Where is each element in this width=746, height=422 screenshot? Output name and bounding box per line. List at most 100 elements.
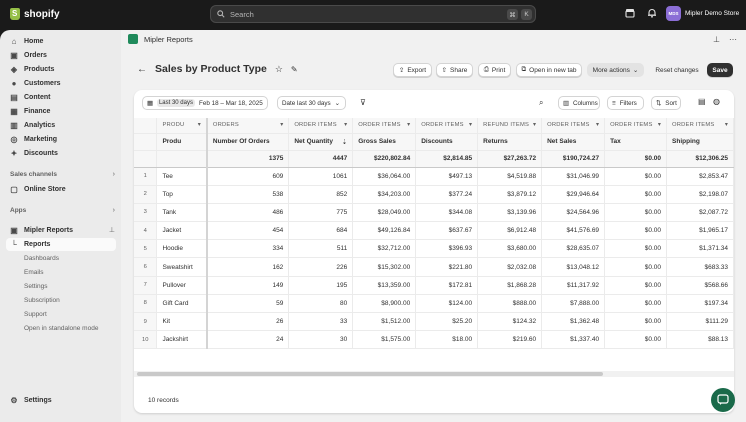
chevron-right-icon[interactable]: ›: [112, 207, 115, 214]
column-header[interactable]: Discounts: [415, 133, 479, 151]
edit-icon[interactable]: ✎: [290, 64, 298, 74]
table-cell: $13,359.00: [352, 276, 417, 295]
save-button[interactable]: Save: [707, 63, 733, 77]
apps-heading[interactable]: Apps: [10, 207, 27, 214]
sidebar-item-analytics[interactable]: ▥ Analytics: [6, 119, 116, 132]
sidebar-item-standalone[interactable]: Open in standalone mode: [24, 325, 99, 332]
sidebar-item-dashboards[interactable]: Dashboards: [24, 255, 60, 262]
search-bar[interactable]: Search ⌘ K: [210, 5, 536, 23]
dropdown-icon[interactable]: ▾: [407, 122, 411, 129]
star-icon[interactable]: ☆: [274, 63, 283, 74]
sidebar-item-online-store[interactable]: ▢ Online Store: [6, 183, 116, 196]
sidebar-item-support[interactable]: Support: [24, 311, 47, 318]
table-row[interactable]: 4 Jacket 454 684 $49,126.84 $637.67 $6,912.48 $…: [134, 221, 734, 241]
table-row[interactable]: 8 Gift Card 59 80 $8,900.00 $124.00 $888.00 $7,…: [134, 294, 734, 314]
group-header[interactable]: ORDER ITEMS ▾: [288, 118, 354, 134]
group-header[interactable]: ORDER ITEMS ▾: [541, 118, 606, 134]
bell-icon[interactable]: [647, 8, 657, 18]
sidebar-item-subscription[interactable]: Subscription: [24, 297, 60, 304]
dropdown-icon[interactable]: ▾: [197, 122, 201, 129]
open-new-tab-button[interactable]: ⧉ Open in new tab: [516, 63, 582, 77]
table-cell: 226: [288, 257, 354, 277]
chat-button[interactable]: [711, 388, 735, 412]
export-button[interactable]: ⇪ Export: [393, 63, 432, 77]
date-filter[interactable]: Date last 30 days ⌄: [277, 96, 346, 110]
sidebar-item-discounts[interactable]: ✦ Discounts: [6, 147, 116, 160]
store-menu-button[interactable]: MDS Mipler Demo Store: [666, 6, 739, 21]
table-row[interactable]: 6 Sweatshirt 162 226 $15,302.00 $221.80 $2,032…: [134, 257, 734, 277]
dropdown-icon[interactable]: ▾: [280, 122, 284, 129]
search-icon[interactable]: ⌕: [539, 98, 544, 107]
date-range-picker[interactable]: ▦ Last 30 days Feb 18 – Mar 18, 2025: [142, 96, 268, 110]
table-cell: $31,046.99: [541, 167, 606, 186]
table-cell: $221.80: [415, 257, 479, 277]
horizontal-scrollbar[interactable]: [134, 371, 734, 377]
group-header[interactable]: REFUND ITEMS ▾: [477, 118, 543, 134]
dropdown-icon[interactable]: ▾: [469, 122, 473, 129]
pin-icon[interactable]: ⊥: [713, 35, 720, 44]
shopify-logo[interactable]: shopify: [10, 8, 60, 20]
column-header[interactable]: Shipping: [666, 133, 734, 151]
table-cell: $0.00: [604, 239, 668, 259]
sidebar-item-emails[interactable]: Emails: [24, 269, 44, 276]
print-button[interactable]: ⎙ Print: [478, 63, 511, 77]
column-header-sorted[interactable]: Net Quantity ⇣: [288, 133, 354, 151]
more-icon[interactable]: ⋯: [729, 35, 737, 44]
sidebar-item-orders[interactable]: ▣ Orders: [6, 49, 116, 62]
table-row[interactable]: 2 Top 538 852 $34,203.00 $377.24 $3,879.12 $29,…: [134, 185, 734, 204]
sidebar-item-reports[interactable]: └ Reports: [6, 238, 116, 251]
table-cell: $683.33: [666, 257, 734, 277]
column-header[interactable]: Tax: [604, 133, 668, 151]
group-header[interactable]: ORDER ITEMS ▾: [415, 118, 479, 134]
table-cell: $2,198.07: [666, 185, 734, 204]
dropdown-icon[interactable]: ▾: [344, 122, 348, 129]
column-header[interactable]: Number Of Orders: [206, 133, 290, 151]
dropdown-icon[interactable]: ▾: [724, 122, 728, 129]
dropdown-icon[interactable]: ▾: [595, 122, 600, 129]
table-row[interactable]: 3 Tank 486 775 $28,049.00 $344.08 $3,139.96 $24…: [134, 203, 734, 223]
chart-view-icon[interactable]: ◍: [713, 97, 720, 106]
filters-button[interactable]: ≡ Filters: [607, 96, 644, 110]
table-view-icon[interactable]: ▤: [698, 97, 706, 106]
group-header[interactable]: ORDER ITEMS ▾: [604, 118, 668, 134]
table-row[interactable]: 9 Kit 26 33 $1,512.00 $25.20 $124.32 $1,362.48 $…: [134, 312, 734, 332]
sidebar-item-marketing[interactable]: ◎ Marketing: [6, 133, 116, 146]
dropdown-icon[interactable]: ▾: [657, 122, 662, 129]
store-icon[interactable]: [625, 8, 635, 18]
sidebar-item-home[interactable]: ⌂ Home: [6, 35, 116, 48]
group-header[interactable]: ORDER ITEMS ▾: [666, 118, 734, 134]
scrollbar-thumb[interactable]: [137, 372, 603, 376]
group-header[interactable]: PRODU ▾: [156, 118, 208, 134]
sidebar-item-finance[interactable]: ▦ Finance: [6, 105, 116, 118]
column-header[interactable]: Gross Sales: [352, 133, 417, 151]
table-row[interactable]: 1 Tee 609 1061 $36,064.00 $497.13 $4,519.88 $31…: [134, 167, 734, 186]
reset-changes-button[interactable]: Reset changes: [651, 63, 703, 77]
sidebar-item-customers[interactable]: ● Customers: [6, 77, 116, 90]
sales-channels-heading[interactable]: Sales channels: [10, 171, 57, 178]
columns-button[interactable]: ▥ Columns: [558, 96, 600, 110]
column-header[interactable]: Net Sales: [541, 133, 606, 151]
sort-desc-icon[interactable]: ⇣: [341, 138, 348, 146]
sort-button[interactable]: ⇅ Sort: [651, 96, 681, 110]
clear-filter-icon[interactable]: ⊽: [360, 98, 366, 107]
sidebar-item-mipler-reports[interactable]: ▣ Mipler Reports: [6, 224, 116, 237]
column-header[interactable]: Returns: [477, 133, 543, 151]
sort-icon: ⇅: [656, 99, 662, 107]
more-actions-button[interactable]: More actions ⌄: [587, 63, 644, 77]
sidebar-item-products[interactable]: ◈ Products: [6, 63, 116, 76]
sidebar-item-settings[interactable]: ⚙ Settings: [6, 394, 116, 407]
sidebar-item-settings-app[interactable]: Settings: [24, 283, 48, 290]
pin-icon[interactable]: ⊥: [108, 227, 115, 234]
table-row[interactable]: 5 Hoodie 334 511 $32,712.00 $396.93 $3,680.00 $…: [134, 239, 734, 259]
back-arrow-icon[interactable]: ←: [137, 63, 147, 75]
shopify-bag-icon: [10, 8, 20, 20]
column-header[interactable]: Produ: [156, 133, 208, 151]
table-row[interactable]: 7 Pullover 149 195 $13,359.00 $172.81 $1,868.2…: [134, 276, 734, 295]
table-row[interactable]: 10 Jackshirt 24 30 $1,575.00 $18.00 $219.60 $1,…: [134, 330, 734, 350]
sidebar-item-content[interactable]: ▤ Content: [6, 91, 116, 104]
group-header[interactable]: ORDERS ▾: [206, 118, 290, 134]
share-button[interactable]: ⇧ Share: [436, 63, 473, 77]
chevron-right-icon[interactable]: ›: [112, 171, 115, 178]
dropdown-icon[interactable]: ▾: [532, 122, 537, 129]
group-header[interactable]: ORDER ITEMS ▾: [352, 118, 417, 134]
